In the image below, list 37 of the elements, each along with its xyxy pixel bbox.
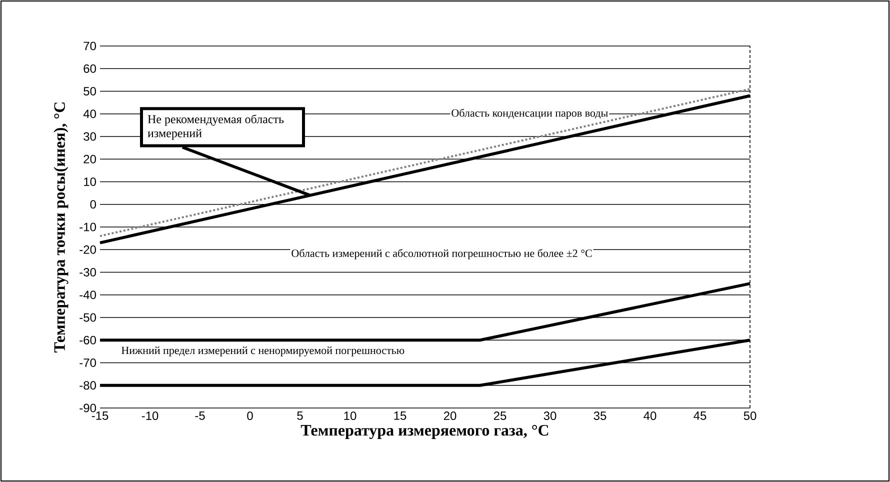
x-tick-label: 50 [744, 412, 756, 420]
x-tick-label: 35 [594, 412, 606, 420]
y-tick-label: -10 [80, 222, 96, 232]
y-tick-label: 40 [83, 110, 96, 118]
x-tick-label: 30 [544, 412, 556, 420]
annotation: Нижний предел измерений с ненормируемой погрешностью [122, 346, 404, 356]
y-tick-label: -70 [80, 358, 96, 367]
x-tick-label: -15 [92, 412, 108, 420]
x-tick-label: -5 [195, 412, 205, 420]
y-tick-label: -80 [80, 381, 96, 390]
x-tick-label: 5 [297, 412, 303, 420]
x-tick-label: 20 [444, 412, 456, 420]
y-tick-label: -20 [80, 245, 96, 254]
x-tick-label: 15 [394, 412, 406, 420]
y-tick-label: -90 [80, 404, 96, 412]
annotation: Не рекомендуемая область измерений [148, 114, 284, 140]
annotation: Область измерений с абсолютной погрешностью не более ±2 °C [292, 249, 592, 260]
y-tick-label: -30 [80, 268, 96, 276]
x-tick-label: -10 [142, 412, 158, 420]
x-axis-title: Температура измеряемого газа, °C [300, 424, 548, 439]
x-tick-label: 25 [494, 412, 506, 420]
x-tick-label: 0 [247, 412, 253, 420]
annotation: Область конденсации паров воды [452, 108, 608, 119]
y-axis-title: Температура точки росы(инея), °C [54, 102, 68, 352]
y-tick-label: 10 [84, 177, 96, 186]
y-tick-label: 70 [84, 42, 96, 50]
y-tick-label: 20 [84, 154, 96, 164]
y-tick-label: -40 [80, 290, 96, 300]
x-tick-label: 40 [644, 412, 656, 420]
y-tick-label: 60 [84, 64, 96, 73]
y-tick-label: 0 [90, 200, 96, 209]
y-tick-label: 50 [84, 86, 96, 96]
x-tick-label: 45 [694, 412, 706, 420]
y-tick-label: -60 [80, 336, 96, 344]
y-tick-label: -50 [80, 313, 96, 322]
y-tick-label: 30 [84, 132, 96, 141]
x-tick-label: 10 [344, 412, 356, 420]
